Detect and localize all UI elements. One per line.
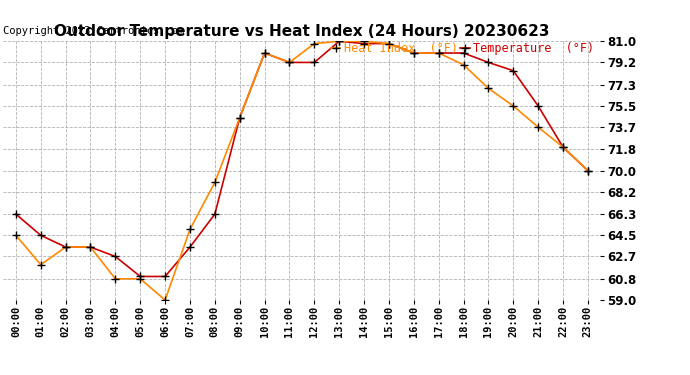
Legend: Heat Index  (°F), Temperature  (°F): Heat Index (°F), Temperature (°F) [331, 42, 594, 55]
Text: Copyright 2023 Cartronics.com: Copyright 2023 Cartronics.com [3, 26, 185, 36]
Title: Outdoor Temperature vs Heat Index (24 Hours) 20230623: Outdoor Temperature vs Heat Index (24 Ho… [54, 24, 550, 39]
